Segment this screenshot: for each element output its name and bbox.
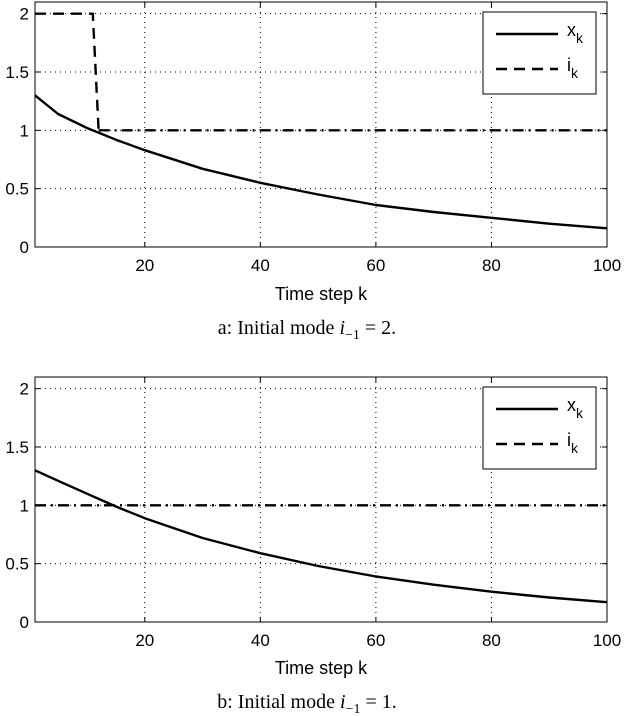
legend-label: xk — [567, 395, 584, 421]
x-axis-label: Time step k — [275, 658, 368, 678]
x-tick-label: 40 — [251, 256, 270, 275]
legend-box — [482, 11, 597, 95]
legend-label: ik — [567, 55, 579, 81]
legend: xk ik — [482, 11, 597, 95]
legend: xk ik — [482, 386, 597, 470]
y-tick-label: 0 — [20, 613, 29, 632]
y-tick-label: 2 — [20, 380, 29, 399]
x-tick-label: 20 — [135, 256, 154, 275]
figure-caption: a: Initial mode i−1 = 2. — [218, 317, 396, 343]
series-line-x-k — [34, 469, 608, 604]
x-tick-label: 60 — [366, 631, 385, 650]
series-line-x-k — [34, 94, 608, 230]
figure-caption: b: Initial mode i−1 = 1. — [217, 691, 397, 716]
x-tick-label: 60 — [366, 256, 385, 275]
legend-label: xk — [567, 20, 584, 46]
plot-area-frame — [34, 1, 608, 248]
y-tick-label: 2 — [20, 5, 29, 24]
y-tick-label: 1.5 — [5, 438, 29, 457]
x-tick-label: 20 — [135, 631, 154, 650]
legend-box — [482, 386, 597, 470]
chart-b: 20 40 60 80 100 0 0.5 1 1.5 2 xk ik Time step k b: In… — [5, 376, 621, 716]
y-tick-label: 0.5 — [5, 180, 29, 199]
x-tick-label: 40 — [251, 631, 270, 650]
plot-area-frame — [34, 376, 608, 623]
y-tick-label: 0 — [20, 238, 29, 257]
y-tick-label: 1.5 — [5, 63, 29, 82]
chart-a: 20 40 60 80 100 0 0.5 1 1.5 2 xk ik Time step k a: In… — [5, 1, 621, 343]
x-tick-label: 100 — [593, 631, 621, 650]
y-tick-label: 1 — [20, 121, 29, 140]
x-axis-label: Time step k — [275, 284, 368, 304]
x-tick-label: 100 — [593, 256, 621, 275]
x-tick-label: 80 — [482, 631, 501, 650]
series-line-i-k — [35, 12, 100, 131]
x-tick-label: 80 — [482, 256, 501, 275]
y-tick-label: 0.5 — [5, 555, 29, 574]
legend-label: ik — [567, 430, 579, 456]
y-tick-label: 1 — [20, 496, 29, 515]
